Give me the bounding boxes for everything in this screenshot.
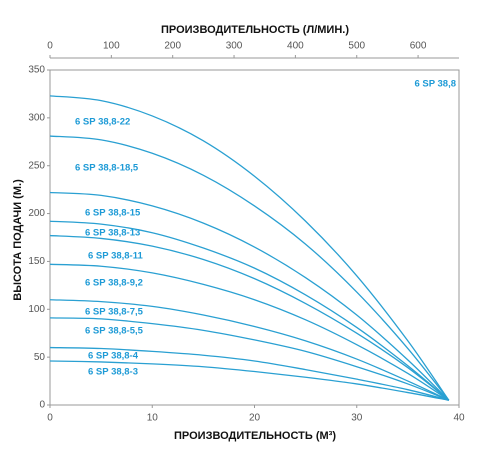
curve-label: 6 SP 38,8-15 [85,208,141,219]
curve-label: 6 SP 38,8-3 [88,367,138,378]
curve [49,220,450,401]
curve-label: 6 SP 38,8-22 [75,117,130,128]
x-tick-label: 30 [351,413,363,424]
y-tick-label: 0 [39,400,45,411]
curve [49,234,450,401]
curve-label: 6 SP 38,8-11 [88,251,143,262]
curve-label: 6 SP 38,8-18,5 [75,163,139,174]
x-tick-label: 40 [453,413,465,424]
curve [49,95,450,401]
top-tick-label: 300 [226,41,243,52]
x-tick-label: 10 [147,413,159,424]
model-annotation: 6 SP 38,8 [414,79,456,90]
curve [49,191,450,401]
curve-label: 6 SP 38,8-4 [88,351,139,362]
curve [49,263,450,401]
x-tick-label: 0 [47,413,53,424]
y-tick-label: 150 [28,256,45,267]
top-tick-label: 0 [47,41,53,52]
y-tick-label: 50 [34,352,46,363]
curve-label: 6 SP 38,8-7,5 [85,307,144,318]
curve [49,299,450,401]
top-tick-label: 400 [287,41,304,52]
y-tick-label: 200 [28,208,45,219]
curve [49,135,450,401]
top-axis-title: ПРОИЗВОДИТЕЛЬНОСТЬ (Л/МИН.) [161,24,349,36]
top-tick-label: 600 [410,41,427,52]
y-tick-label: 350 [28,65,45,76]
y-tick-label: 300 [28,112,45,123]
top-tick-label: 500 [348,41,365,52]
x-tick-label: 20 [249,413,261,424]
curve-label: 6 SP 38,8-13 [85,228,140,239]
curve [49,346,449,401]
top-tick-label: 100 [103,41,120,52]
curve [49,317,450,401]
x-axis-title: ПРОИЗВОДИТЕЛЬНОСТЬ (М³) [174,430,336,442]
y-axis-title: ВЫСОТА ПОДАЧИ (М.) [12,179,24,301]
y-tick-label: 250 [28,160,45,171]
top-tick-label: 200 [164,41,181,52]
curve-label: 6 SP 38,8-5,5 [85,326,144,337]
curve-label: 6 SP 38,8-9,2 [85,278,143,289]
curve [49,360,449,401]
y-tick-label: 100 [28,304,45,315]
